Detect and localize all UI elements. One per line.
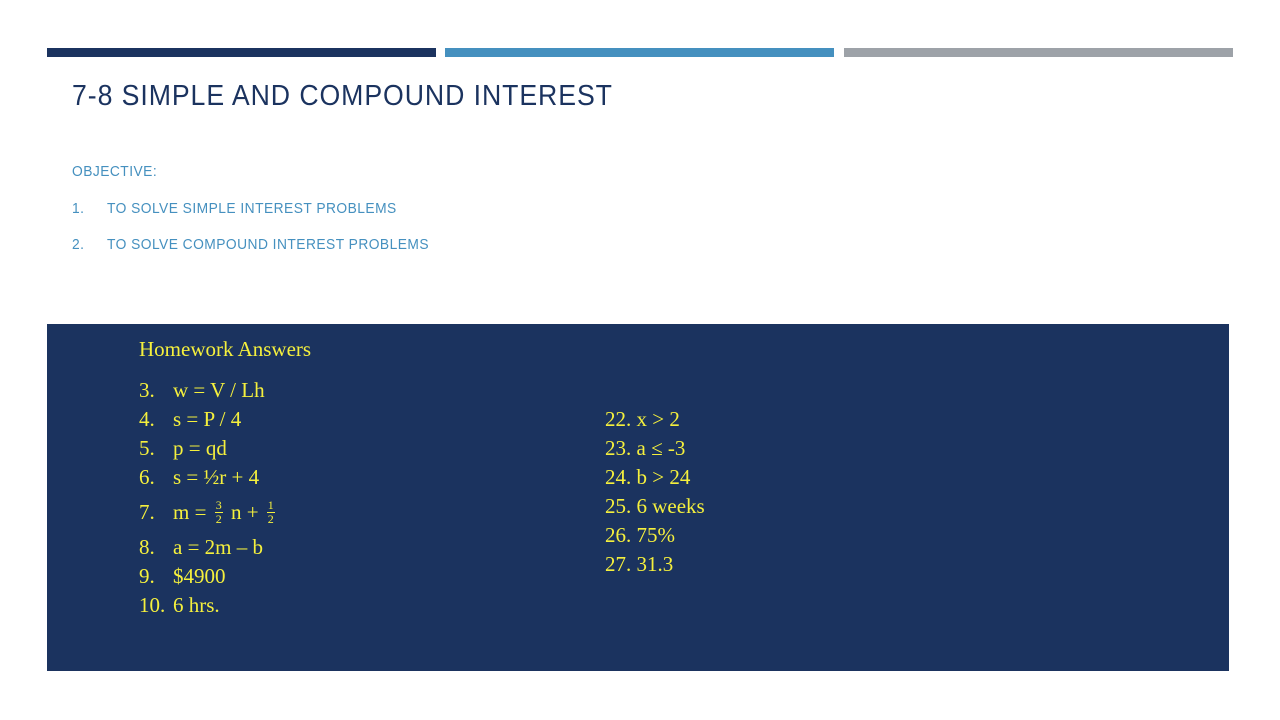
answer-number: 6. — [139, 465, 155, 489]
answer-number: 25. — [605, 494, 632, 518]
answer-number: 23. — [605, 436, 632, 460]
objective-item-text: TO SOLVE SIMPLE INTEREST PROBLEMS — [106, 200, 397, 217]
fraction-denominator: 2 — [215, 511, 222, 526]
answer-middle: n + — [230, 500, 259, 524]
answer-text: x > 2 — [636, 407, 680, 431]
answer-item: 24. b > 24 — [605, 465, 690, 489]
objective-item: 2. TO SOLVE COMPOUND INTEREST PROBLEMS — [72, 236, 429, 253]
accent-bar-gray — [844, 48, 1233, 57]
answer-number: 3. — [139, 378, 155, 402]
answer-item: 3. w = V / Lh — [139, 378, 265, 402]
objective-heading: OBJECTIVE: — [72, 163, 158, 180]
accent-bar-blue — [445, 48, 834, 57]
answer-number: 9. — [139, 564, 155, 588]
answer-item: 6. s = ½r + 4 — [139, 465, 259, 489]
fraction-numerator: 1 — [266, 497, 275, 513]
answer-prefix: m = — [173, 500, 207, 524]
answer-item: 23. a ≤ -3 — [605, 436, 685, 460]
answer-item: 22. x > 2 — [605, 407, 680, 431]
answer-text: a ≤ -3 — [636, 436, 686, 460]
slide-title: 7-8 SIMPLE AND COMPOUND INTEREST — [72, 80, 613, 112]
answer-text: p = qd — [173, 436, 227, 460]
answer-text: 75% — [636, 523, 676, 547]
answer-text: 6 weeks — [636, 494, 705, 518]
fraction-numerator: 3 — [214, 497, 223, 513]
fraction-denominator: 2 — [267, 511, 274, 526]
objective-item: 1. TO SOLVE SIMPLE INTEREST PROBLEMS — [72, 200, 397, 217]
answer-number: 26. — [605, 523, 632, 547]
answer-number: 8. — [139, 535, 155, 559]
objective-item-text: TO SOLVE COMPOUND INTEREST PROBLEMS — [106, 236, 430, 253]
answer-text: s = P / 4 — [173, 407, 242, 431]
answer-text: b > 24 — [636, 465, 691, 489]
answer-text: 6 hrs. — [173, 593, 220, 617]
answer-item: 5. p = qd — [139, 436, 227, 460]
answer-text: 31.3 — [636, 552, 674, 576]
answer-number: 7. — [139, 500, 155, 524]
answer-item: 25. 6 weeks — [605, 494, 705, 518]
answer-text: w = V / Lh — [173, 378, 265, 402]
accent-bar-navy — [47, 48, 436, 57]
answer-number: 5. — [139, 436, 155, 460]
answer-number: 10. — [139, 593, 166, 617]
answer-item: 26. 75% — [605, 523, 675, 547]
answer-number: 27. — [605, 552, 632, 576]
answer-item: 8. a = 2m – b — [139, 535, 263, 559]
answer-text: s = ½r + 4 — [173, 465, 260, 489]
answer-number: 4. — [139, 407, 155, 431]
answer-number: 24. — [605, 465, 632, 489]
answer-number: 22. — [605, 407, 632, 431]
answer-item: 27. 31.3 — [605, 552, 673, 576]
homework-panel — [47, 324, 1229, 671]
answer-text: $4900 — [173, 564, 226, 588]
objective-item-number: 2. — [72, 236, 85, 253]
objective-item-number: 1. — [72, 200, 85, 217]
answer-text: a = 2m – b — [173, 535, 263, 559]
homework-title: Homework Answers — [139, 337, 312, 361]
answer-item: 9. $4900 — [139, 564, 226, 588]
answer-item: 10. 6 hrs. — [139, 593, 220, 617]
answer-item: 4. s = P / 4 — [139, 407, 241, 431]
